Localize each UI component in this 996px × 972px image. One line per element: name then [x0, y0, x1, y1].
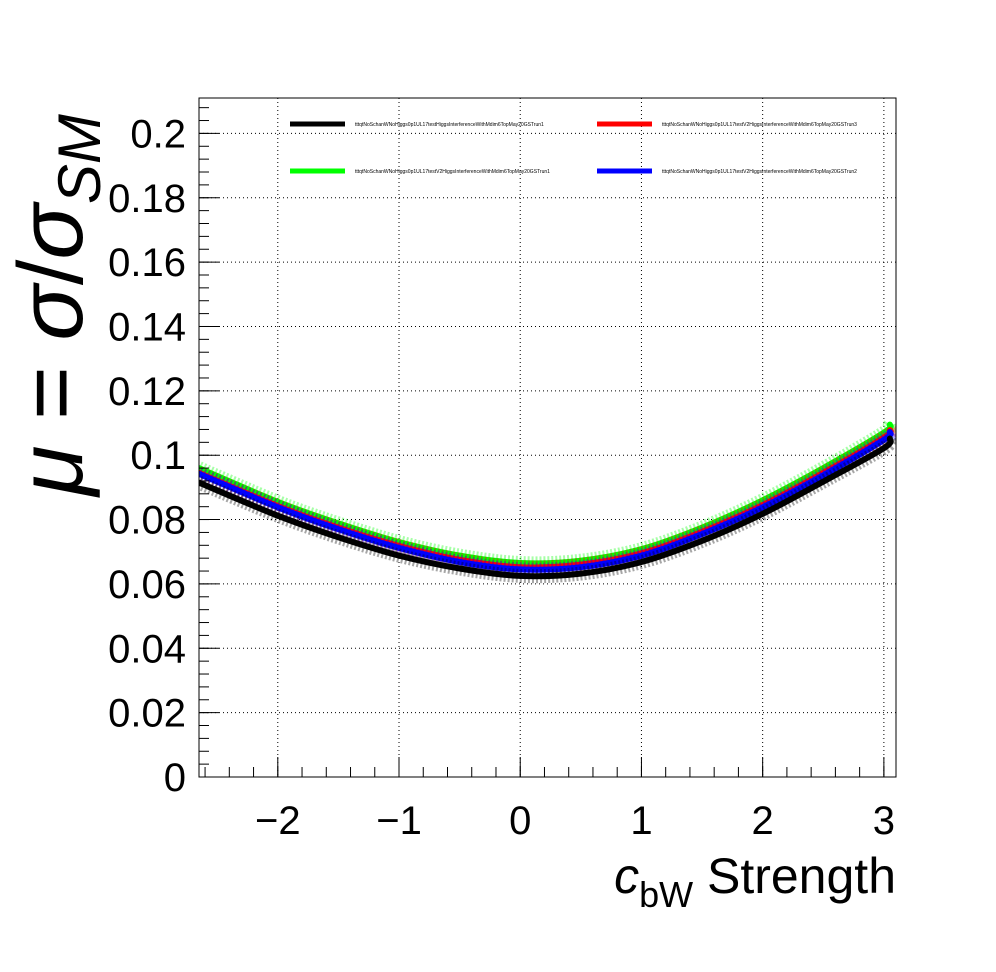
y-axis-title-mu: μ [0, 445, 102, 497]
legend-label: tttqtNoSchanWNoHiggs0p1UL17testV2HiggsIn… [662, 169, 857, 175]
axis-ticks [199, 107, 885, 778]
x-axis-title-rest: Strength [693, 848, 896, 904]
x-tick-label: 1 [630, 799, 652, 843]
legend-label: tttqtNoSchanWNoHiggs0p1UL17testHiggsInte… [355, 122, 544, 128]
y-axis-title-sigma: σ [0, 282, 102, 341]
plot-frame [198, 97, 897, 778]
y-tick-labels: 0 0.02 0.04 0.06 0.08 0.1 0.12 0.14 0.16 0.18 0.2 [108, 112, 186, 800]
x-axis-title-sub: bW [639, 874, 693, 915]
y-axis-title: μ = σ/σSM [0, 114, 113, 498]
x-axis-title-var: c [614, 848, 639, 904]
x-axis-title: cbW Strength [614, 848, 896, 915]
y-tick-label: 0.2 [130, 112, 186, 156]
y-axis-title-eq: = [0, 341, 102, 446]
legend: tttqtNoSchanWNoHiggs0p1UL17testHiggsInte… [290, 121, 857, 175]
x-tick-labels: −2 −1 0 1 2 3 [255, 799, 895, 843]
x-tick-label: 0 [509, 799, 531, 843]
y-tick-label: 0.06 [108, 563, 186, 607]
x-tick-label: 3 [873, 799, 895, 843]
series-line-2 [199, 421, 894, 567]
series-line-3 [199, 429, 894, 573]
grid [199, 98, 896, 778]
series-line-0 [199, 435, 894, 580]
y-tick-label: 0 [164, 756, 186, 800]
y-tick-label: 0.1 [130, 434, 186, 478]
curves [199, 418, 896, 584]
y-tick-label: 0.14 [108, 305, 186, 349]
y-axis-title-sub: SM [46, 114, 113, 204]
x-tick-label: −1 [376, 799, 422, 843]
x-tick-label: 2 [752, 799, 774, 843]
y-tick-label: 0.18 [108, 177, 186, 221]
series-band-0 [199, 434, 896, 584]
y-tick-label: 0.02 [108, 692, 186, 736]
y-tick-label: 0.04 [108, 627, 186, 671]
y-axis-title-sigma2: σ [0, 201, 102, 260]
x-tick-label: −2 [255, 799, 301, 843]
y-axis-title-slash: / [0, 259, 102, 285]
legend-label: tttqtNoSchanWNoHiggs0p1UL17testV2HiggsIn… [662, 122, 857, 128]
y-tick-label: 0.16 [108, 241, 186, 285]
legend-label: tttqtNoSchanWNoHiggs0p1UL17testV2HiggsIn… [355, 169, 550, 175]
y-tick-label: 0.12 [108, 370, 186, 414]
y-tick-label: 0.08 [108, 499, 186, 543]
